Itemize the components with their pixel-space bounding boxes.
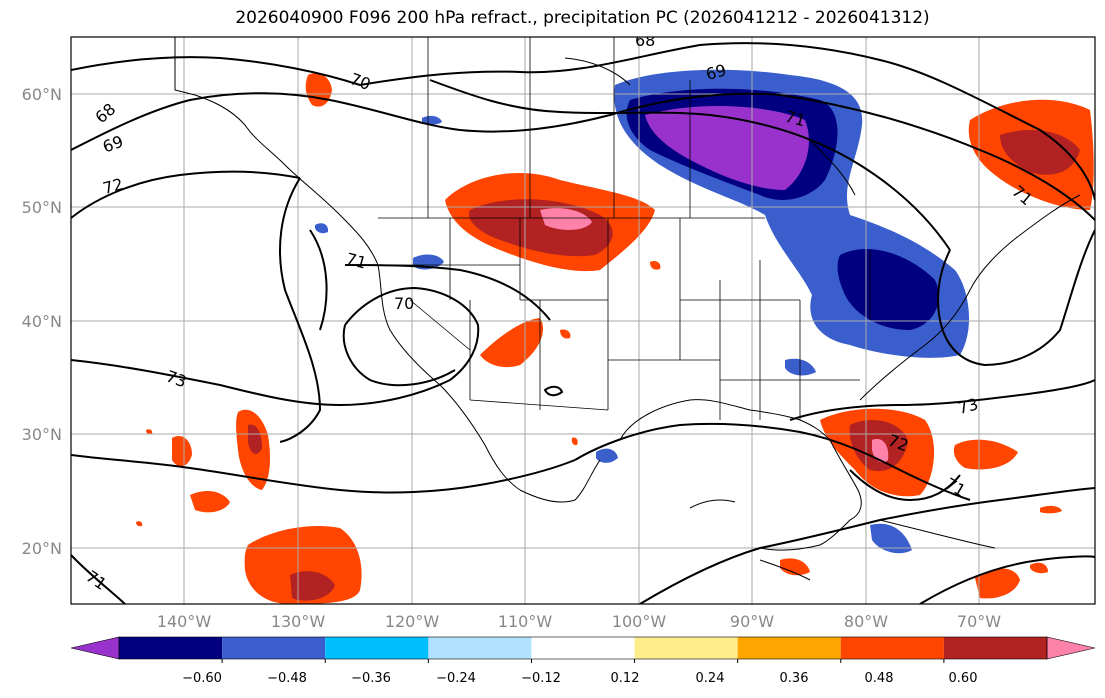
plot-frame — [70, 36, 1096, 605]
precip-strong-negative-canada — [645, 105, 809, 190]
precip-positive-caribbean — [780, 558, 810, 576]
precip-positive-caribbean-east — [1030, 562, 1048, 574]
contour-label-71-canada: 71 — [783, 107, 808, 131]
colorbar-segment — [428, 637, 532, 659]
colorbar-frame — [118, 636, 1048, 660]
contour-label-71-west: 71 — [344, 249, 369, 273]
colorbar-tick-label-1: −0.60 — [182, 671, 222, 686]
map-title: 2026040900 F096 200 hPa refract., precip… — [235, 8, 930, 28]
colorbar-extend-low — [70, 636, 120, 660]
precip-negative-mexico — [596, 448, 618, 463]
precip-positive-pacific-southeast-core — [290, 571, 335, 601]
lon-label-80w: 80°W — [844, 612, 888, 631]
map-plot-area: 68 69 72 70 68 69 71 71 70 73 73 72 71 7… — [71, 31, 1095, 604]
longitude-labels: 140°W 130°W 120°W 110°W 100°W 90°W 80°W … — [157, 612, 1001, 631]
colorbar-ticks — [221, 659, 945, 663]
precip-negative-coast — [315, 223, 329, 234]
precip-positive-pacific-mid — [172, 435, 192, 467]
precip-negative-lakes — [837, 249, 939, 330]
precip-positive-utah — [480, 318, 544, 368]
precip-negative-texas — [785, 358, 816, 376]
colorbar-tick-label-5: −0.12 — [521, 671, 561, 686]
precip-positive-island-1 — [136, 521, 143, 527]
lon-label-70w: 70°W — [957, 612, 1001, 631]
latitude-labels: 60°N 50°N 40°N 30°N 20°N — [22, 85, 62, 558]
precip-positive-hudson-east-core — [1000, 130, 1080, 175]
lon-label-120w: 120°W — [385, 612, 440, 631]
colorbar-tick-label-9: 0.48 — [865, 671, 894, 686]
colorbar-tick-label-4: −0.24 — [436, 671, 476, 686]
precip-positive-island-2 — [146, 429, 153, 435]
colorbar-tick-labels: −0.60 −0.48 −0.36 −0.24 −0.12 0.12 0.24 … — [182, 671, 977, 686]
contour-label-72: 72 — [101, 174, 126, 198]
lat-label-60n: 60°N — [22, 85, 62, 104]
colorbar-segment — [737, 637, 841, 659]
colorbar-segment — [840, 637, 944, 659]
lon-label-90w: 90°W — [730, 612, 774, 631]
colorbar-extend-high — [1046, 636, 1096, 660]
lat-label-30n: 30°N — [22, 425, 62, 444]
lon-label-130w: 130°W — [271, 612, 326, 631]
contour-label-70-west: 70 — [394, 294, 414, 313]
colorbar-tick-label-10: 0.60 — [949, 671, 978, 686]
contour-label-73-atlantic: 73 — [956, 394, 981, 418]
colorbar-tick-label-7: 0.24 — [696, 671, 725, 686]
colorbar-segment — [943, 637, 1047, 659]
precip-negative-gulf — [870, 523, 912, 554]
lat-label-50n: 50°N — [22, 198, 62, 217]
lon-label-100w: 100°W — [612, 612, 667, 631]
precip-shading — [136, 69, 1094, 604]
precip-positive-atlantic-east — [1040, 505, 1062, 514]
precip-positive-gulf-small — [560, 329, 571, 339]
borders — [378, 37, 871, 420]
colorbar: −0.60 −0.48 −0.36 −0.24 −0.12 0.12 0.24 … — [70, 636, 1096, 686]
precip-strong-positive-montana — [540, 208, 592, 230]
colorbar-tick-label-6: 0.12 — [611, 671, 640, 686]
lon-label-110w: 110°W — [498, 612, 553, 631]
precip-positive-plains-small — [650, 260, 661, 270]
colorbar-segment — [119, 637, 223, 659]
contour-label-68-top: 68 — [635, 31, 655, 50]
colorbar-segment — [531, 637, 635, 659]
colorbar-segment — [325, 637, 429, 659]
precip-negative-bc — [422, 115, 442, 125]
lon-label-140w: 140°W — [157, 612, 212, 631]
colorbar-segment — [222, 637, 326, 659]
colorbar-tick-label-8: 0.36 — [780, 671, 809, 686]
precip-positive-atlantic — [953, 439, 1018, 470]
precip-positive-pacific-south — [190, 490, 230, 513]
lat-label-40n: 40°N — [22, 312, 62, 331]
contour-labels: 68 69 72 70 68 69 71 71 70 73 73 72 71 7… — [82, 31, 1036, 594]
colorbar-tick-label-3: −0.36 — [351, 671, 391, 686]
colorbar-tick-label-2: −0.48 — [267, 671, 307, 686]
refractivity-contours — [71, 42, 1095, 604]
precip-positive-gulf-mid — [571, 437, 578, 446]
precip-positive-pacific-north-core — [248, 424, 262, 454]
colorbar-segments — [70, 636, 1096, 660]
precip-positive-atlantic-south — [975, 568, 1020, 599]
lat-label-20n: 20°N — [22, 539, 62, 558]
precip-strong-positive-florida — [872, 438, 889, 463]
colorbar-segment — [634, 637, 738, 659]
contour-label-69-canada: 69 — [704, 60, 729, 84]
